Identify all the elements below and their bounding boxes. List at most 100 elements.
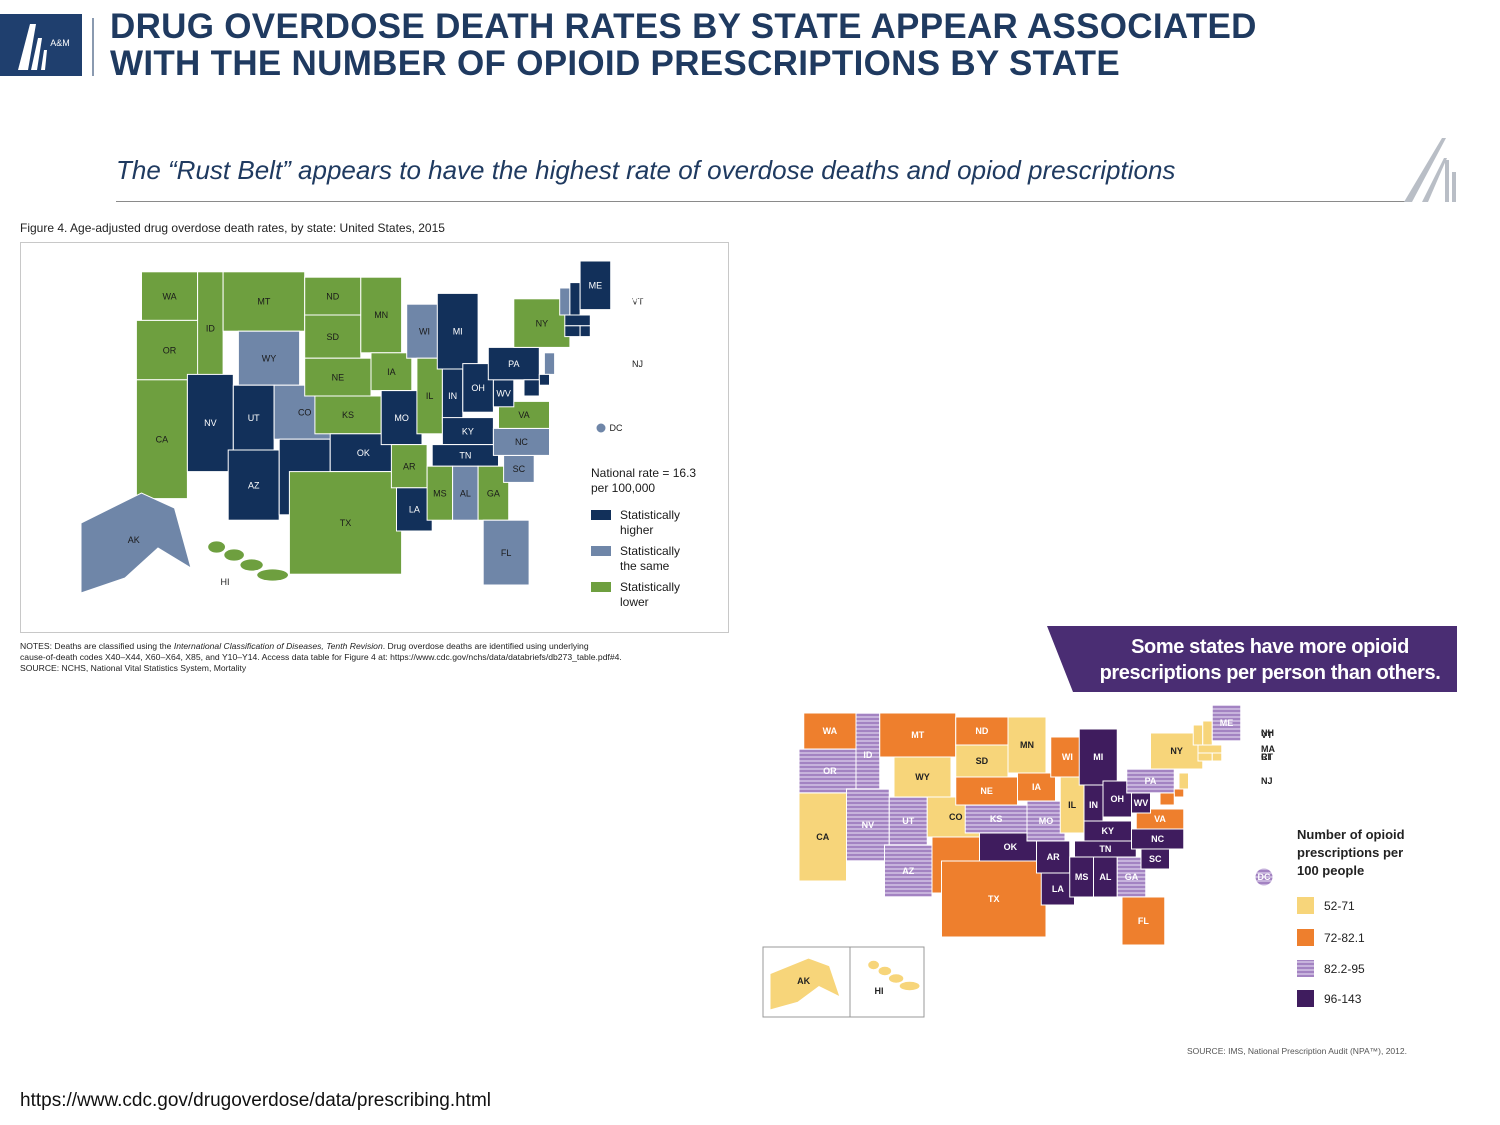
fig2-state-pa bbox=[1126, 768, 1175, 794]
fig2-state-tx bbox=[941, 860, 1047, 938]
fig2-state-va bbox=[1135, 808, 1185, 830]
fig2-label-ma: MA bbox=[1261, 744, 1275, 754]
legend2-label-2: 72-82.1 bbox=[1324, 931, 1365, 945]
source-url-link[interactable]: https://www.cdc.gov/drugoverdose/data/pr… bbox=[20, 1090, 492, 1111]
overdose-death-rate-map: WAORCAIDNVMTWYUTAZCONMNDSDNEKSOKTXMNIAMO… bbox=[80, 260, 696, 609]
fig2-label-mi: MI bbox=[1093, 752, 1103, 762]
company-logo: A&M bbox=[0, 14, 82, 76]
fig1-label-ct: CT bbox=[632, 326, 644, 336]
fig1-state-vt bbox=[559, 287, 571, 316]
notes-line-2: cause-of-death codes X40–X44, X60–X64, X… bbox=[20, 652, 622, 662]
fig1-state-fl bbox=[482, 519, 530, 586]
fig1-label-ri: RI bbox=[632, 326, 641, 336]
fig1-state-pa bbox=[487, 346, 540, 381]
fig1-state-tx bbox=[288, 471, 403, 575]
fig2-label-mn: MN bbox=[1020, 740, 1034, 750]
fig2-state-de bbox=[1173, 788, 1185, 798]
brand-mark-icon bbox=[1402, 136, 1460, 204]
fig1-label-fl: FL bbox=[501, 548, 512, 558]
fig1-label-ma: MA bbox=[632, 316, 646, 326]
fig2-label-fl: FL bbox=[1138, 916, 1149, 926]
legend2-title-line-2: prescriptions per bbox=[1297, 845, 1404, 860]
fig2-state-hi-island-3 bbox=[888, 974, 904, 983]
fig2-state-ia bbox=[1017, 772, 1056, 802]
fig1-state-ma bbox=[564, 314, 591, 327]
fig2-states: WAORCAIDNVMTWYUTAZCONMNDSDNEKSOKTXMNIAMO… bbox=[769, 704, 1275, 1011]
fig1-state-hi-island-4 bbox=[257, 569, 288, 581]
fig1-label-ny: NY bbox=[536, 318, 549, 328]
fig2-state-wy bbox=[893, 756, 952, 798]
notes-text-italic: International Classification of Diseases… bbox=[173, 641, 383, 651]
fig1-state-mn bbox=[360, 276, 403, 354]
fig2-label-de: DE bbox=[1261, 788, 1274, 798]
fig2-label-dc: DC bbox=[1258, 872, 1271, 882]
fig1-state-ct bbox=[564, 325, 581, 338]
fig1-state-nv bbox=[186, 373, 234, 473]
legend2-swatch-4 bbox=[1297, 990, 1314, 1007]
fig2-label-sd: SD bbox=[976, 756, 989, 766]
fig2-state-fl bbox=[1121, 896, 1166, 946]
fig1-label-nh: NH bbox=[632, 294, 645, 304]
fig1-legend-label-3-a: Statistically bbox=[620, 580, 680, 594]
fig2-label-tx: TX bbox=[988, 894, 1000, 904]
fig2-state-hi-island-4 bbox=[899, 981, 920, 991]
fig2-state-dc bbox=[1254, 867, 1274, 887]
fig1-label-mn: MN bbox=[374, 310, 388, 320]
fig1-label-ne: NE bbox=[332, 372, 345, 382]
fig1-state-la bbox=[396, 487, 433, 532]
fig1-label-oh: OH bbox=[471, 383, 485, 393]
fig2-label-pa: PA bbox=[1145, 776, 1157, 786]
notes-text-a: NOTES: Deaths are classified using the bbox=[20, 641, 174, 651]
fig1-label-mi: MI bbox=[453, 326, 463, 336]
opioid-prescription-map: WAORCAIDNVMTWYUTAZCONMNDSDNEKSOKTXMNIAMO… bbox=[762, 704, 1275, 1018]
legend2-item-2: 72-82.1 bbox=[1297, 929, 1457, 947]
fig1-legend-label-2-a: Statistically bbox=[620, 544, 680, 558]
fig1-state-mi bbox=[436, 292, 479, 370]
fig2-state-hi-island-2 bbox=[878, 966, 892, 976]
fig1-state-wa bbox=[141, 271, 199, 321]
fig1-label-nj: NJ bbox=[632, 359, 643, 369]
fig2-label-co: CO bbox=[949, 812, 963, 822]
fig2-label-wa: WA bbox=[823, 726, 838, 736]
fig2-label-ms: MS bbox=[1075, 872, 1089, 882]
fig2-label-nc: NC bbox=[1151, 834, 1164, 844]
fig1-label-va: VA bbox=[518, 410, 529, 420]
fig2-state-nd bbox=[955, 716, 1009, 746]
fig1-label-tx: TX bbox=[340, 518, 352, 528]
fig2-state-ca bbox=[798, 792, 847, 882]
fig1-legend-label-3-b: lower bbox=[620, 595, 649, 609]
fig2-label-ca: CA bbox=[816, 832, 829, 842]
fig1-label-tn: TN bbox=[459, 451, 471, 461]
fig2-state-nj bbox=[1178, 772, 1189, 790]
fig1-label-ga: GA bbox=[487, 488, 500, 498]
fig2-state-ut bbox=[888, 796, 928, 846]
overdose-map-panel: WAORCAIDNVMTWYUTAZCONMNDSDNEKSOKTXMNIAMO… bbox=[20, 242, 729, 633]
fig2-state-me bbox=[1211, 704, 1242, 742]
fig2-label-wv: WV bbox=[1134, 798, 1149, 808]
fig1-state-de bbox=[538, 373, 550, 386]
legend2-title-line-3: 100 people bbox=[1297, 863, 1365, 878]
fig2-state-sd bbox=[955, 744, 1009, 778]
fig1-label-al: AL bbox=[460, 488, 471, 498]
fig1-label-nd: ND bbox=[326, 291, 339, 301]
fig1-legend-swatch-2 bbox=[591, 546, 611, 556]
fig2-label-mt: MT bbox=[911, 730, 924, 740]
logo-text: A&M bbox=[50, 38, 70, 48]
fig2-state-ri bbox=[1211, 752, 1223, 762]
fig1-state-nd bbox=[304, 276, 362, 316]
fig2-label-ri: RI bbox=[1261, 752, 1270, 762]
fig1-label-or: OR bbox=[163, 345, 177, 355]
legend2-swatch-1 bbox=[1297, 897, 1314, 914]
header-divider bbox=[92, 18, 94, 76]
subtitle-divider bbox=[116, 201, 1411, 202]
prescription-banner bbox=[1047, 626, 1457, 692]
fig2-state-wi bbox=[1050, 736, 1085, 778]
fig2-label-nd: ND bbox=[975, 726, 988, 736]
fig1-label-ks: KS bbox=[342, 410, 354, 420]
banner-line-2: prescriptions per person than others. bbox=[1099, 662, 1441, 684]
fig2-label-nj: NJ bbox=[1261, 776, 1273, 786]
legend2-label-3: 82.2-95 bbox=[1324, 962, 1365, 976]
fig1-state-hi-island-1 bbox=[208, 541, 226, 553]
legend2-label-1: 52-71 bbox=[1324, 899, 1355, 913]
